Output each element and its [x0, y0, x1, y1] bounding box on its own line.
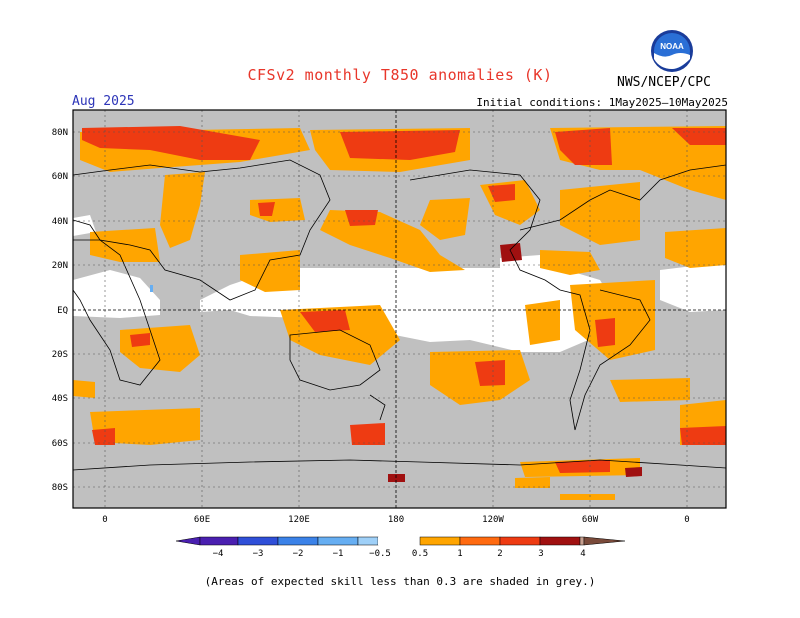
noaa-logo-icon: NOAA: [651, 30, 693, 72]
lon-label: 0: [684, 515, 689, 525]
longitude-labels: 0 60E 120E 180 120W 60W 0: [102, 515, 689, 525]
colorbar-swatch: [317, 536, 359, 546]
latitude-labels: 80N 60N 40N 20N EQ 20S 40S 60S 80S: [52, 128, 68, 493]
colorbar-swatch: [539, 536, 581, 546]
lat-label: 80N: [52, 128, 68, 138]
lon-label: 120W: [482, 515, 504, 525]
colorbar-label: −1: [333, 549, 344, 559]
lat-label: 80S: [52, 483, 68, 493]
colorbar-swatch: [357, 536, 379, 546]
lat-label: 40S: [52, 394, 68, 404]
lon-label: 60E: [194, 515, 210, 525]
equator-dateline: [73, 110, 726, 508]
colorbar-swatch: [583, 536, 626, 546]
colorbar-label: 4: [580, 549, 585, 559]
colorbar-label: −0.5: [369, 549, 391, 559]
lat-label: 60N: [52, 172, 68, 182]
coastlines: [72, 159, 727, 471]
lon-label: 0: [102, 515, 107, 525]
lat-label: 60S: [52, 439, 68, 449]
agency-label: NWS/NCEP/CPC: [617, 75, 711, 90]
lat-label: 20S: [52, 350, 68, 360]
lon-label: 120E: [288, 515, 310, 525]
warm-anomaly-regions: [73, 126, 726, 500]
colorbar-swatch: [277, 536, 319, 546]
colorbar-label: 2: [497, 549, 502, 559]
map-frame: [72, 109, 727, 509]
svg-text:NOAA: NOAA: [660, 42, 684, 51]
colorbar-label: 1: [457, 549, 462, 559]
colorbar-label: 0.5: [412, 549, 428, 559]
colorbar-label: −3: [253, 549, 264, 559]
colorbar-swatch: [499, 536, 541, 546]
lat-label: EQ: [57, 306, 68, 316]
lon-label: 60W: [582, 515, 599, 525]
color-bar: [175, 536, 626, 546]
chart-title: CFSv2 monthly T850 anomalies (K): [247, 66, 553, 84]
initial-conditions-label: Initial conditions: 1May2025–10May2025: [476, 96, 728, 109]
lon-label: 180: [388, 515, 404, 525]
valid-month-label: Aug 2025: [72, 94, 135, 109]
colorbar-labels: −4 −3 −2 −1 −0.5 0.5 1 2 3 4: [213, 549, 586, 559]
colorbar-label: −4: [213, 549, 224, 559]
colorbar-swatch: [459, 536, 501, 546]
graticule: [73, 110, 726, 508]
colorbar-label: −2: [293, 549, 304, 559]
colorbar-swatch: [579, 536, 585, 546]
colorbar-swatch: [175, 536, 201, 546]
skill-footnote: (Areas of expected skill less than 0.3 a…: [204, 575, 596, 588]
colorbar-swatch: [378, 537, 420, 545]
colorbar-swatch: [419, 536, 461, 546]
lat-label: 40N: [52, 217, 68, 227]
colorbar-swatch: [199, 536, 239, 546]
colorbar-label: 3: [538, 549, 543, 559]
colorbar-swatch: [237, 536, 279, 546]
lat-label: 20N: [52, 261, 68, 271]
